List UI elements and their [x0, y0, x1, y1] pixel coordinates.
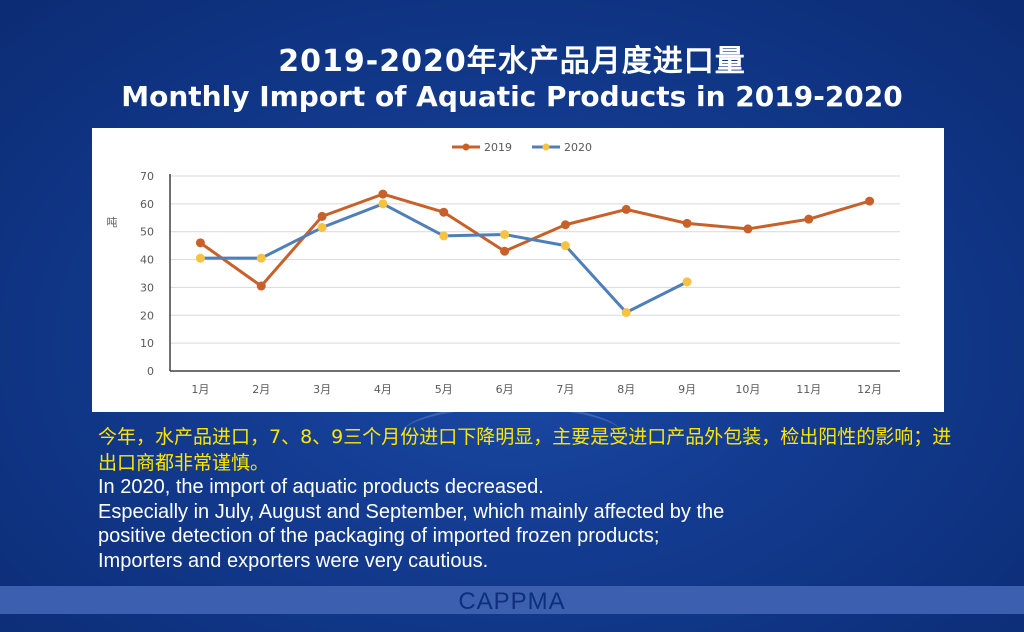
slide-title-chinese: 2019-2020年水产品月度进口量 — [278, 44, 746, 79]
x-tick-label: 4月 — [374, 383, 392, 396]
footer-logo-text: CAPPMA — [458, 588, 566, 615]
data-point-2019 — [317, 211, 327, 221]
data-point-2020 — [195, 253, 205, 263]
data-point-2019 — [500, 246, 510, 256]
y-tick-label: 70 — [140, 170, 154, 183]
data-point-2020 — [500, 230, 510, 239]
series-line-2020 — [200, 202, 688, 314]
data-point-2019 — [378, 189, 388, 199]
y-tick-label: 20 — [140, 309, 154, 322]
y-tick-label: 30 — [140, 281, 154, 294]
y-tick-label: 60 — [140, 198, 154, 211]
data-point-2020 — [256, 253, 266, 263]
chart-panel: 0 10 20 30 40 50 60 70 吨 1月 2月 3月 4月 5月 6月 7月 8月 9月 10月 11月… — [92, 128, 944, 412]
x-tick-label: 9月 — [678, 383, 696, 396]
line-chart: 0 10 20 30 40 50 60 70 吨 1月 2月 3月 4月 5月 6月 7月 8月 9月 10月 11月… — [107, 141, 900, 396]
legend-label: 2020 — [564, 141, 592, 154]
x-tick-label: 3月 — [313, 383, 331, 396]
data-point-2019 — [804, 214, 814, 224]
caption-english-line: positive detection of the packaging of i… — [98, 525, 660, 547]
x-tick-label: 5月 — [435, 383, 453, 396]
x-tick-label: 10月 — [735, 383, 760, 396]
y-tick-label: 40 — [140, 254, 154, 267]
x-tick-label: 8月 — [617, 383, 635, 396]
x-tick-label: 1月 — [191, 383, 209, 396]
caption-english-line: Especially in July, August and September… — [98, 500, 725, 523]
data-point-2019 — [743, 224, 753, 234]
series-line-2019 — [199, 192, 871, 288]
data-point-2019 — [256, 281, 266, 291]
data-point-2019 — [195, 238, 205, 248]
x-tick-label: 7月 — [556, 383, 574, 396]
x-tick-label: 12月 — [857, 383, 882, 396]
y-tick-label: 0 — [147, 365, 154, 378]
y-axis-label: 吨 — [107, 216, 118, 229]
data-point-2020 — [317, 223, 327, 233]
caption-chinese: 今年，水产品进口，7、8、9三个月份进口下降明显，主要是受进口产品外包装，检出阳… — [98, 426, 952, 474]
data-point-2019 — [865, 196, 875, 206]
data-point-2019 — [682, 218, 692, 228]
x-tick-label: 2月 — [252, 383, 270, 396]
footer-bar: CAPPMA — [0, 586, 1024, 615]
caption-english-line: Importers and exporters were very cautio… — [98, 549, 489, 572]
legend-swatch-marker — [542, 143, 550, 151]
data-point-2020 — [439, 231, 449, 241]
legend-swatch-marker — [462, 143, 470, 151]
data-point-2020 — [560, 241, 570, 251]
data-point-2019 — [439, 207, 449, 217]
data-point-2020 — [378, 199, 388, 209]
data-point-2020 — [682, 277, 692, 287]
y-tick-label: 10 — [140, 337, 154, 350]
caption-english: In 2020, the import of aquatic products … — [98, 475, 958, 573]
legend-label: 2019 — [484, 141, 512, 154]
x-tick-label: 11月 — [796, 383, 821, 396]
x-tick-label: 6月 — [496, 383, 514, 396]
caption-english-line: In 2020, the import of aquatic products … — [98, 476, 544, 498]
data-point-2019 — [560, 220, 570, 230]
y-tick-label: 50 — [140, 226, 154, 239]
slide-title-english: Monthly Import of Aquatic Products in 20… — [121, 80, 903, 113]
data-point-2020 — [621, 308, 631, 317]
data-point-2019 — [621, 204, 631, 214]
